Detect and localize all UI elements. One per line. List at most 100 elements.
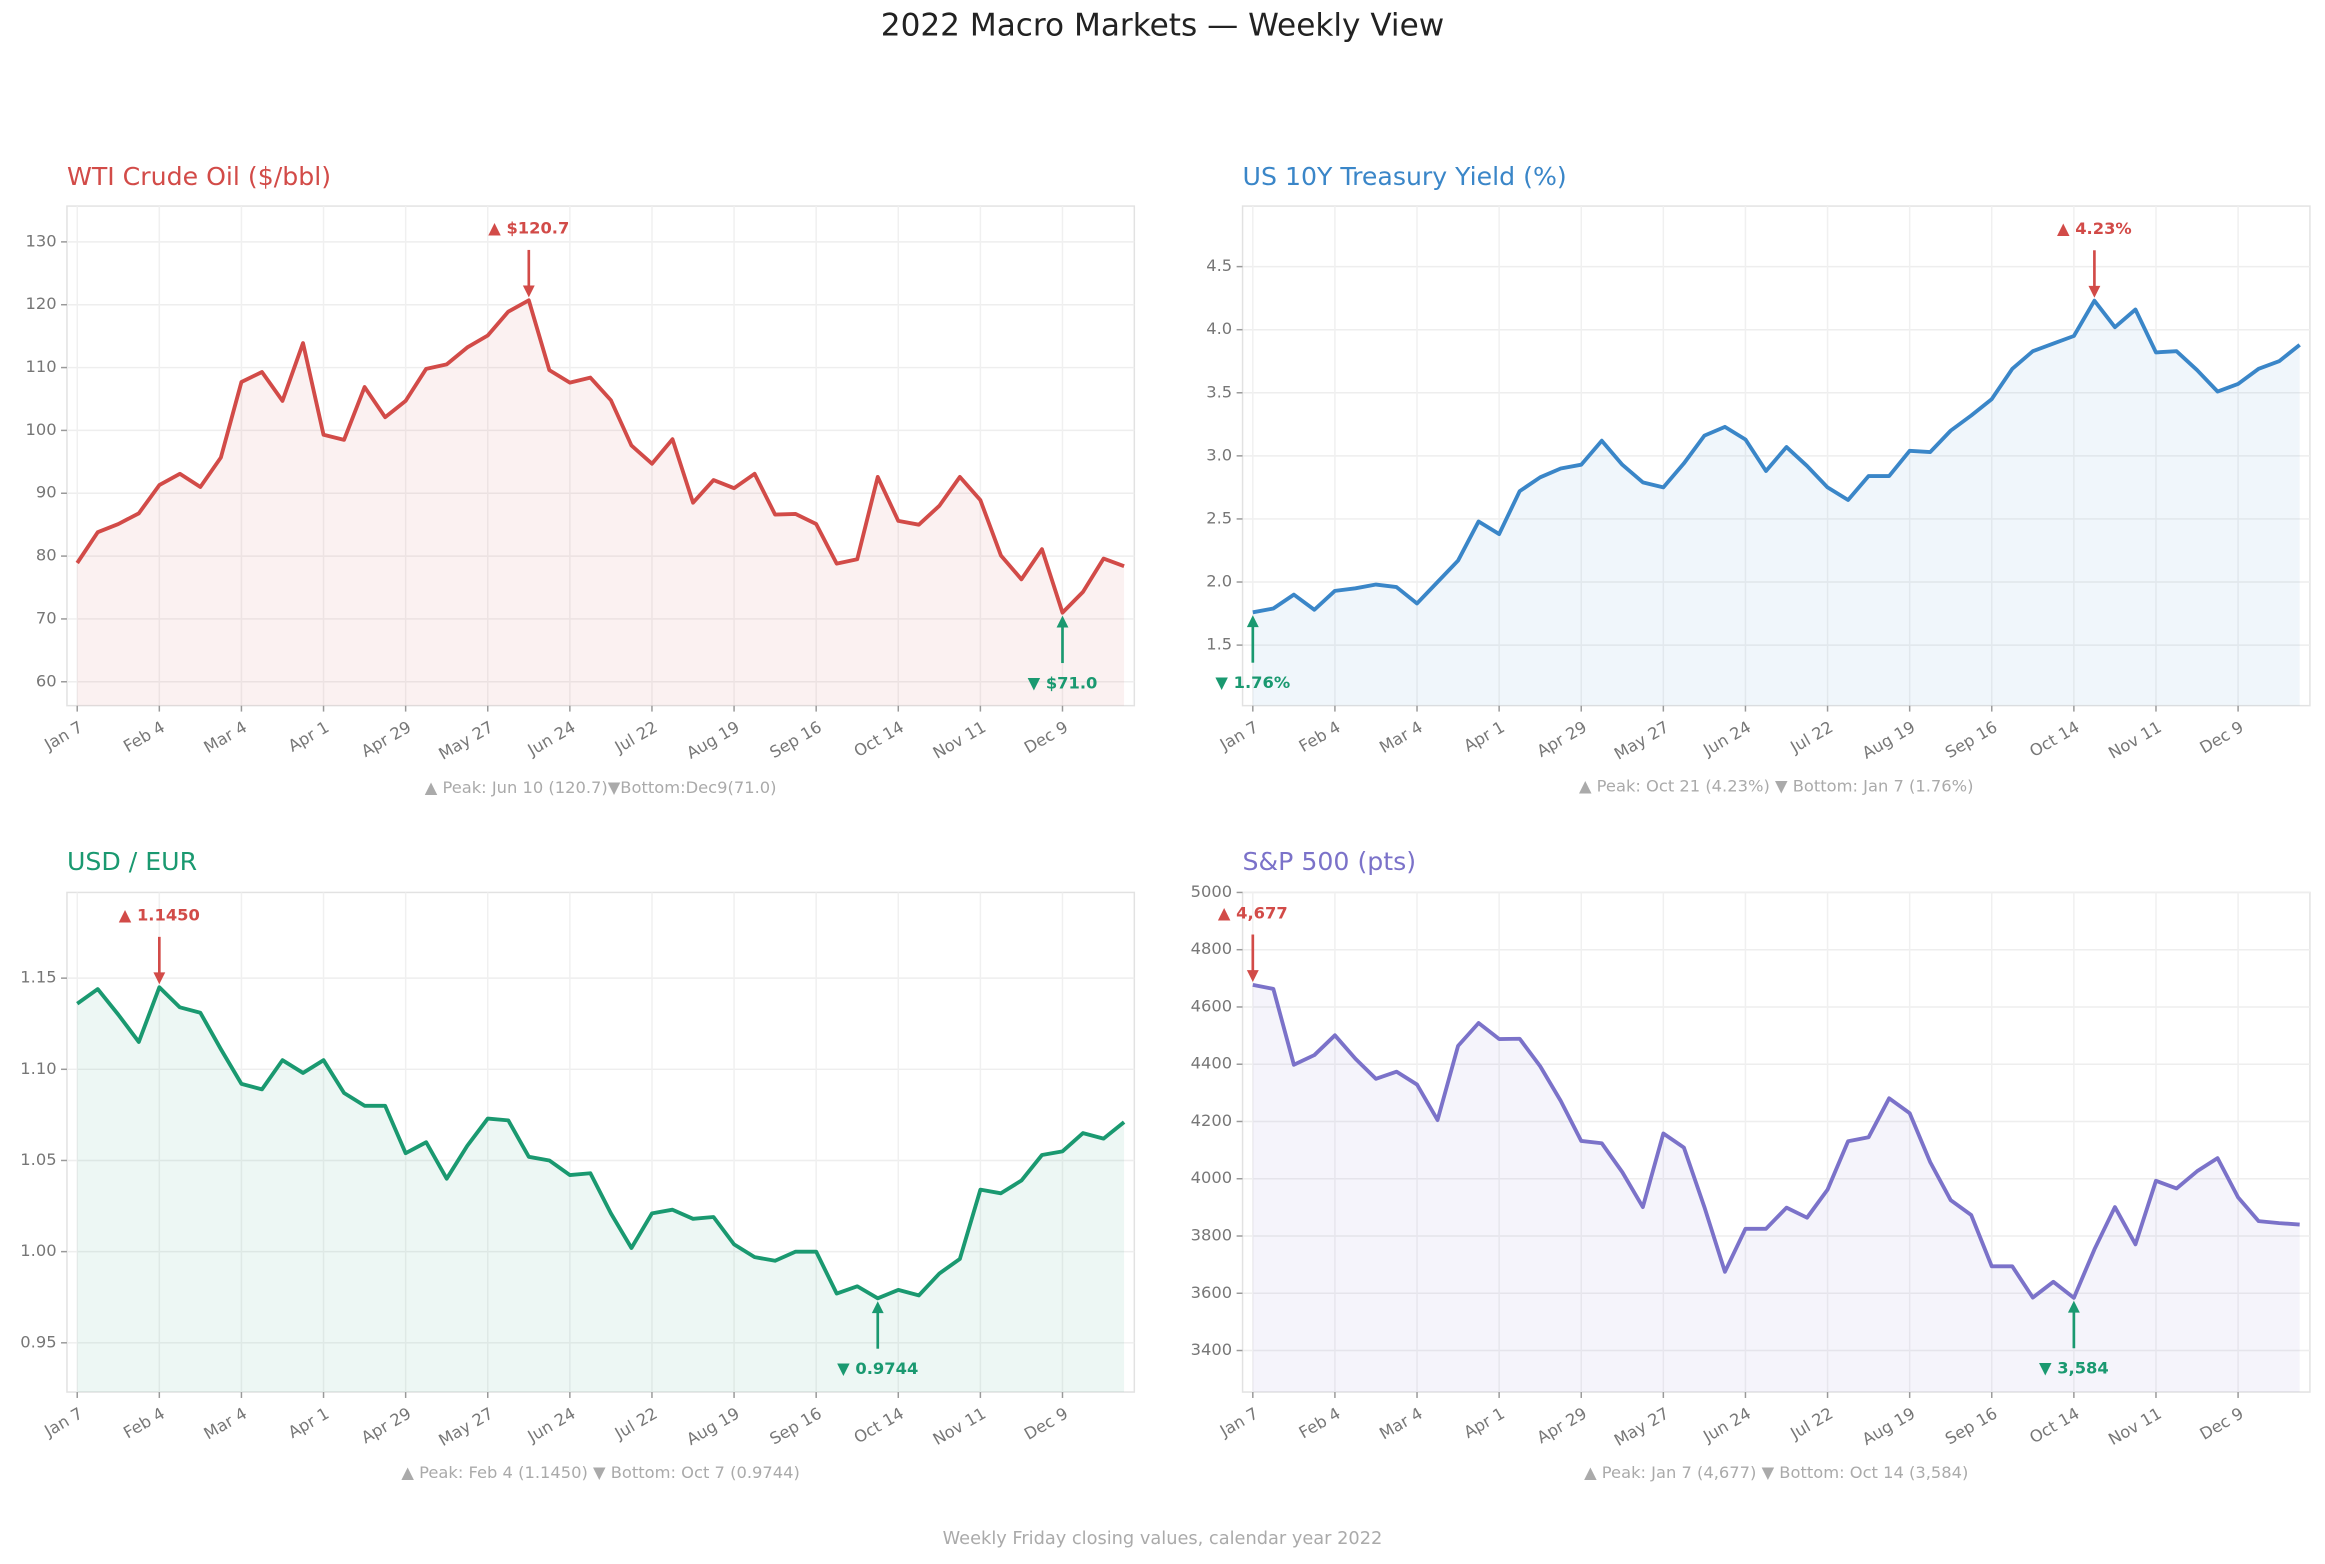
x-tick-label: May 27	[435, 1404, 496, 1450]
x-tick-label: Jul 22	[611, 1404, 661, 1444]
y-tick-label: 5000	[1191, 882, 1232, 901]
figure-title: 2022 Macro Markets — Weekly View	[881, 8, 1444, 44]
x-tick-label: Jul 22	[1786, 717, 1836, 757]
x-tick-label: Sep 16	[766, 717, 825, 762]
x-tick-label: Apr 29	[1534, 1404, 1590, 1448]
annotation-label: ▼ $71.0	[1028, 673, 1098, 692]
chart-title: USD / EUR	[67, 847, 197, 876]
x-tick-label: Sep 16	[1942, 717, 2001, 762]
y-tick-label: 1.05	[20, 1150, 56, 1169]
figure-footer: Weekly Friday closing values, calendar y…	[943, 1528, 1383, 1549]
x-tick-label: Dec 9	[1021, 1404, 1071, 1444]
x-tick-label: Aug 19	[1859, 1404, 1919, 1449]
annotation-arrowhead	[1246, 970, 1259, 982]
x-tick-label: Oct 14	[851, 1404, 907, 1448]
x-tick-label: May 27	[1611, 717, 1672, 763]
x-tick-label: Sep 16	[766, 1404, 825, 1449]
annotation-label: ▲ 4.23%	[2057, 219, 2132, 238]
x-tick-label: Jan 7	[40, 1404, 86, 1441]
y-tick-label: 4400	[1191, 1054, 1232, 1073]
x-tick-label: May 27	[1611, 1404, 1672, 1450]
annotation-arrowhead	[1246, 615, 1259, 628]
annotation-label: ▼ 3,584	[2039, 1359, 2109, 1378]
y-tick-label: 0.95	[20, 1332, 56, 1351]
x-tick-label: Jan 7	[1216, 717, 1262, 754]
x-tick-label: May 27	[435, 717, 496, 763]
annotation-arrowhead	[522, 285, 535, 298]
y-tick-label: 1.10	[20, 1059, 56, 1078]
x-tick-label: Dec 9	[2196, 1404, 2246, 1444]
y-tick-label: 90	[36, 483, 57, 502]
x-tick-label: Apr 29	[1534, 717, 1590, 761]
x-tick-label: Oct 14	[851, 717, 907, 761]
chart-note: ▲ Peak: Jun 10 (120.7)▼Bottom:Dec9(71.0)	[425, 778, 777, 797]
x-tick-label: Mar 4	[201, 717, 251, 757]
line	[1252, 983, 2300, 1300]
area-fill	[1252, 300, 2300, 706]
x-tick-label: Jan 7	[1216, 1404, 1262, 1441]
y-tick-label: 3400	[1191, 1340, 1232, 1359]
x-tick-label: Apr 1	[1460, 717, 1507, 755]
x-tick-label: Oct 14	[2026, 1404, 2082, 1448]
y-tick-label: 4600	[1191, 996, 1232, 1015]
x-tick-label: Feb 4	[120, 1404, 168, 1443]
plot-frame	[66, 891, 1136, 1393]
annotation-label: ▲ 1.1450	[119, 906, 200, 925]
y-tick-label: 3.0	[1206, 445, 1232, 464]
plot-frame	[66, 205, 1136, 707]
x-tick-label: Jun 24	[524, 1404, 579, 1447]
y-tick-label: 4200	[1191, 1111, 1232, 1130]
x-tick-label: Apr 1	[1460, 1404, 1507, 1442]
x-tick-label: Dec 9	[2196, 717, 2246, 757]
x-tick-label: Jun 24	[1699, 717, 1754, 760]
x-tick-label: Nov 11	[930, 1404, 989, 1449]
x-tick-label: Jun 24	[524, 717, 579, 760]
x-tick-label: Apr 1	[285, 1404, 332, 1442]
y-tick-label: 110	[25, 357, 56, 376]
chart-note: ▲ Peak: Oct 21 (4.23%) ▼ Bottom: Jan 7 (…	[1579, 777, 1974, 796]
x-tick-label: Jul 22	[611, 717, 661, 757]
y-tick-label: 100	[25, 420, 56, 439]
y-tick-label: 60	[36, 671, 57, 690]
annotation-label: ▲ 4,677	[1218, 903, 1288, 922]
y-tick-label: 4000	[1191, 1168, 1232, 1187]
x-tick-label: Jan 7	[40, 717, 86, 754]
y-tick-label: 3600	[1191, 1283, 1232, 1302]
x-tick-label: Nov 11	[930, 717, 989, 762]
annotation-label: ▼ 0.9744	[837, 1359, 918, 1378]
x-tick-label: Aug 19	[683, 1404, 743, 1449]
line	[76, 985, 1126, 1301]
y-tick-label: 70	[36, 608, 57, 627]
x-tick-label: Jul 22	[1786, 1404, 1836, 1444]
x-tick-label: Apr 1	[285, 717, 332, 755]
y-tick-label: 1.00	[20, 1241, 56, 1260]
x-tick-label: Feb 4	[1296, 1404, 1344, 1443]
chart-title: S&P 500 (pts)	[1243, 847, 1417, 876]
x-tick-label: Apr 29	[358, 717, 414, 761]
y-tick-label: 3800	[1191, 1226, 1232, 1245]
x-tick-label: Mar 4	[201, 1404, 251, 1444]
y-tick-label: 4.5	[1206, 256, 1232, 275]
x-tick-label: Feb 4	[1296, 717, 1344, 756]
y-tick-label: 2.5	[1206, 508, 1232, 527]
chart-note: ▲ Peak: Feb 4 (1.1450) ▼ Bottom: Oct 7 (…	[401, 1463, 799, 1482]
x-tick-label: Feb 4	[120, 717, 168, 756]
y-tick-label: 4.0	[1206, 319, 1232, 338]
annotation-arrowhead	[153, 972, 166, 985]
x-tick-label: Dec 9	[1021, 717, 1071, 757]
x-tick-label: Mar 4	[1376, 717, 1426, 757]
y-tick-label: 80	[36, 546, 57, 565]
x-tick-label: Oct 14	[2026, 717, 2082, 761]
annotation-label: ▼ 1.76%	[1215, 673, 1290, 692]
x-tick-label: Sep 16	[1942, 1404, 2001, 1449]
x-tick-label: Nov 11	[2105, 717, 2164, 762]
line	[75, 298, 1125, 615]
annotation-arrowhead	[1056, 615, 1069, 628]
line	[1252, 298, 2301, 615]
annotation-arrowhead	[871, 1301, 884, 1314]
y-tick-label: 120	[25, 294, 56, 313]
x-tick-label: Apr 29	[358, 1404, 414, 1448]
chart-title: US 10Y Treasury Yield (%)	[1243, 162, 1567, 191]
